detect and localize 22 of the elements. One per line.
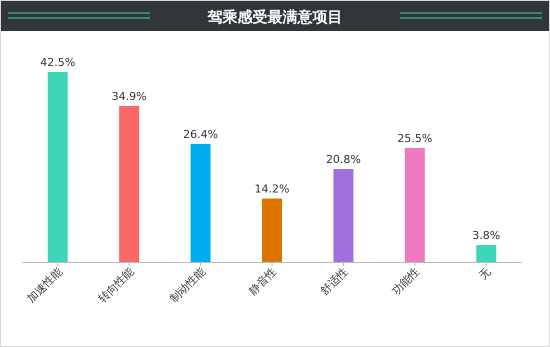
bar — [48, 72, 68, 262]
x-tick-label: 制动性能 — [167, 264, 208, 306]
data-label: 42.5% — [40, 56, 76, 69]
bar — [262, 198, 282, 262]
bar — [404, 148, 425, 262]
bar — [333, 169, 354, 262]
data-label: 25.5% — [397, 132, 432, 145]
x-tick-label: 静音性 — [246, 264, 280, 298]
x-tick-label: 加速性能 — [24, 264, 65, 306]
data-label: 3.8% — [472, 229, 500, 242]
bar — [119, 106, 140, 262]
chart-title: 驾乘感受最满意项目 — [206, 8, 342, 26]
x-tick-label: 舒适性 — [318, 264, 351, 298]
data-label: 34.9% — [112, 90, 147, 103]
data-label: 26.4% — [183, 128, 218, 141]
x-tick-label: 转向性能 — [96, 264, 136, 306]
bar — [476, 245, 496, 262]
data-label: 20.8% — [326, 153, 361, 166]
x-tick-label: 无 — [476, 264, 494, 282]
data-label: 14.2% — [254, 182, 290, 196]
bar — [190, 144, 211, 262]
x-tick-label: 功能性 — [389, 264, 422, 298]
